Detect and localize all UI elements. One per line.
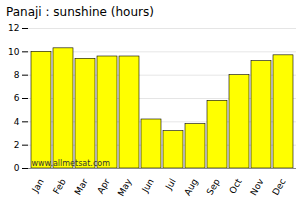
svg-text:Apr: Apr [95,177,112,196]
svg-text:Nov: Nov [248,176,266,197]
svg-text:12: 12 [8,23,19,33]
svg-text:10: 10 [8,47,20,57]
svg-text:4: 4 [14,117,20,127]
svg-text:May: May [116,176,134,198]
svg-text:6: 6 [14,93,20,103]
svg-text:Dec: Dec [270,177,287,197]
svg-text:Sep: Sep [205,177,222,197]
svg-text:Aug: Aug [182,177,199,197]
svg-text:Mar: Mar [73,177,90,197]
svg-text:0: 0 [14,163,20,173]
svg-text:www.allmetsat.com: www.allmetsat.com [32,159,111,168]
svg-text:Jul: Jul [163,177,178,192]
svg-text:Oct: Oct [227,177,244,196]
svg-text:8: 8 [14,70,20,80]
svg-text:Feb: Feb [51,177,68,196]
svg-text:Jan: Jan [30,177,46,195]
html-text:Panaji : sunshine (hours): Panaji : sunshine (hours) [6,5,154,19]
svg-text:2: 2 [14,140,20,150]
svg-text:Jun: Jun [140,177,156,195]
